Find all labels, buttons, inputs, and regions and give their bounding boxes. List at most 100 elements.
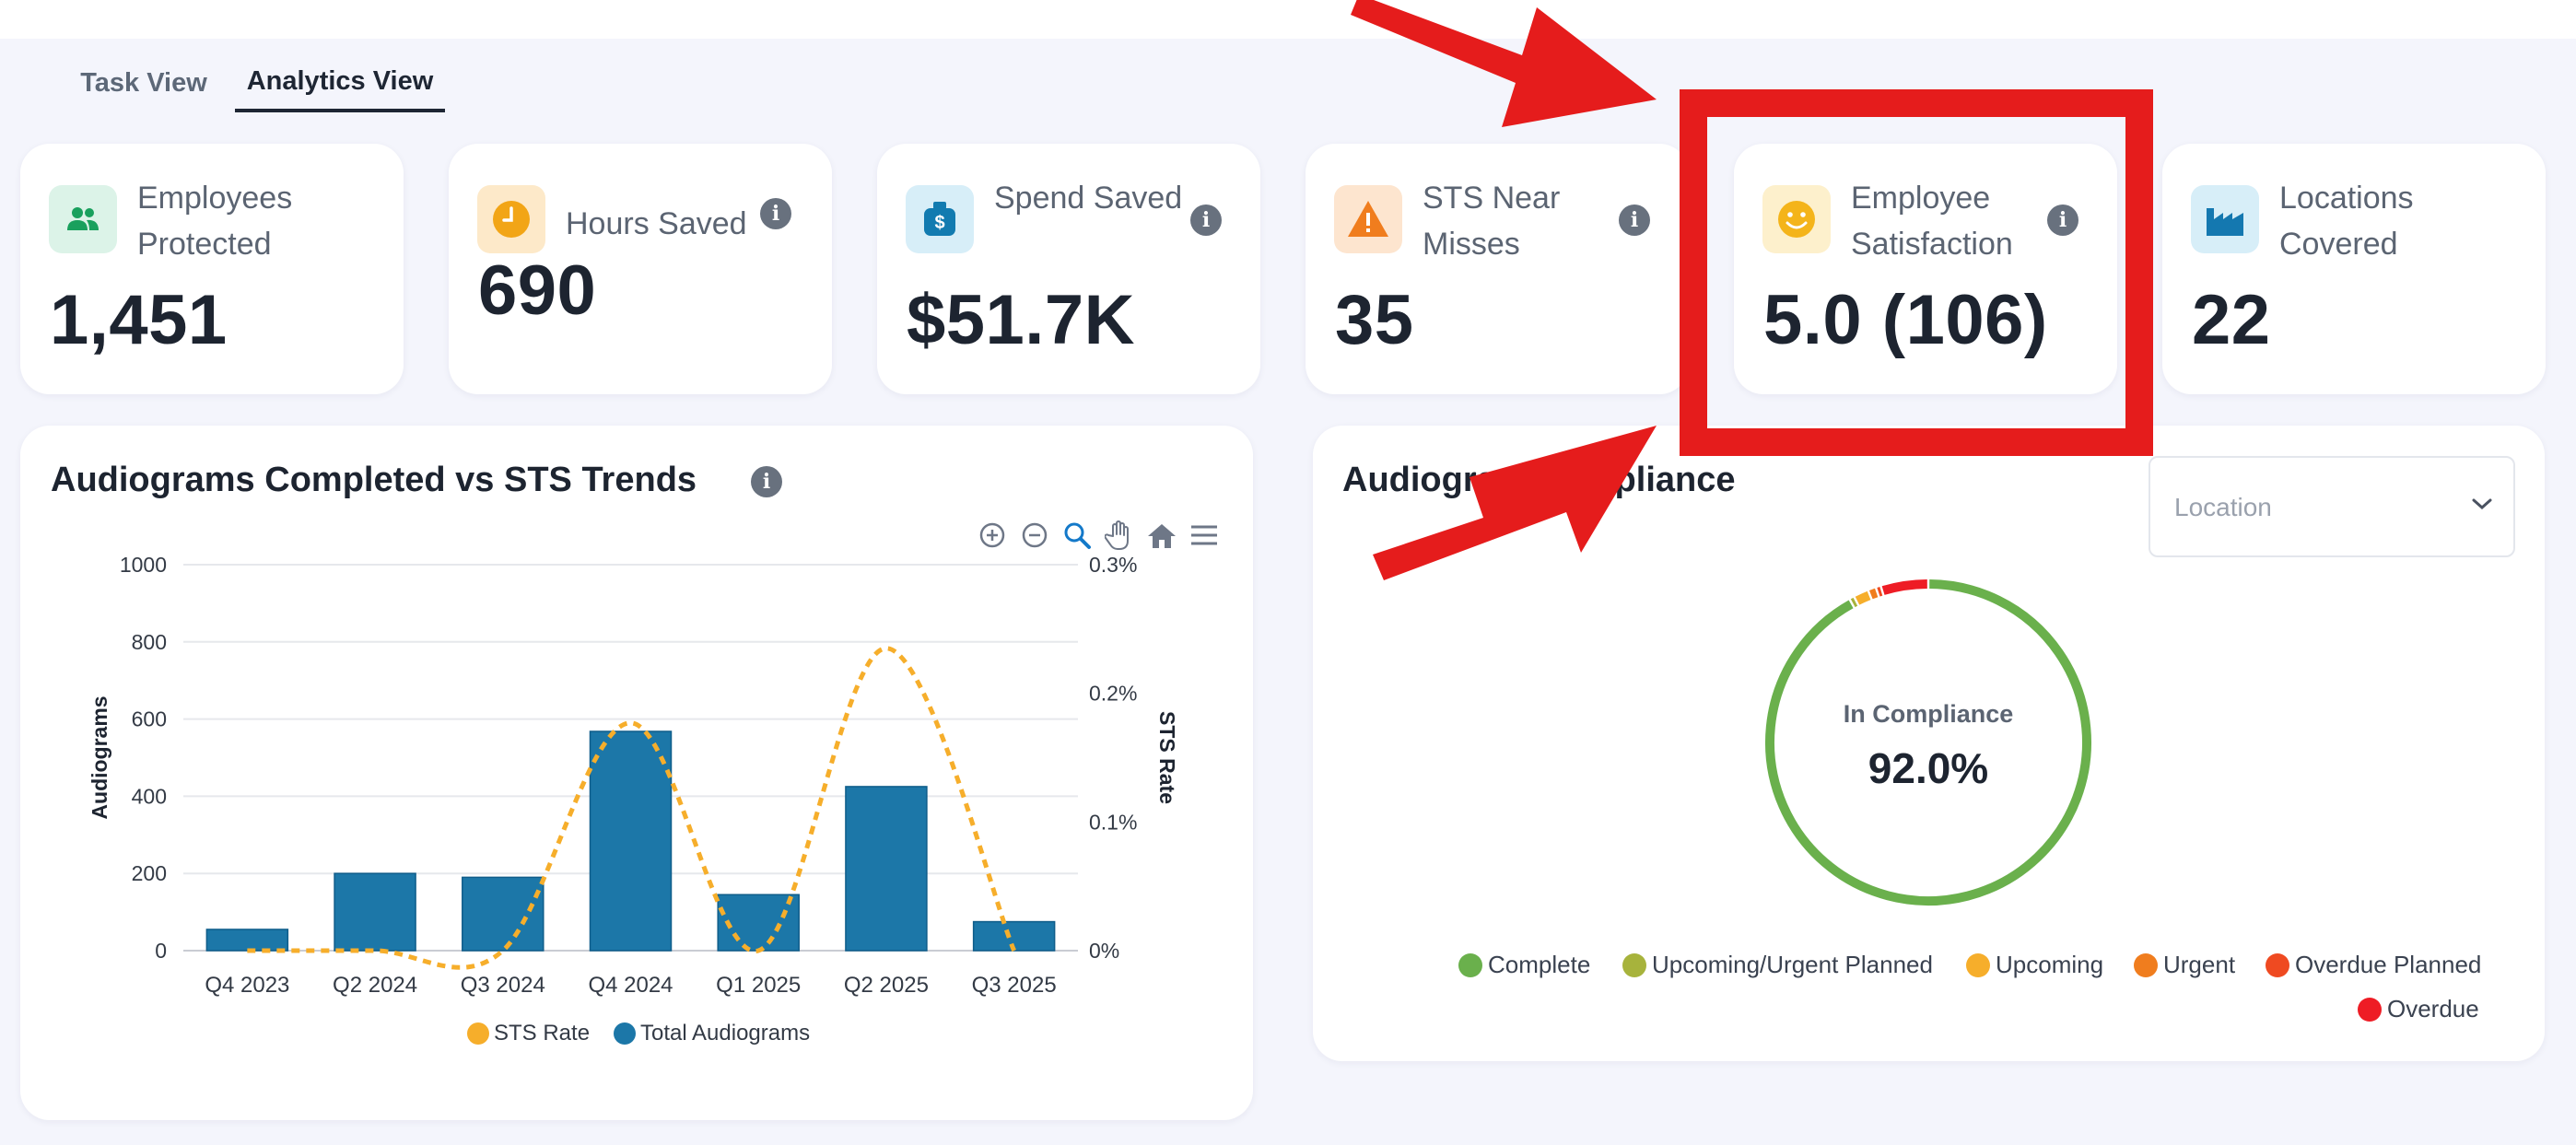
chevron-down-icon <box>2471 497 2493 516</box>
legend-item-complete[interactable]: Complete <box>1458 951 1590 979</box>
kpi-title: Locations Covered <box>2279 181 2414 262</box>
y-tick-label: 600 <box>132 707 167 731</box>
audiograms-chart-card: Audiograms Completed vs STS Trends i 0 20… <box>20 426 1253 1120</box>
tab-task-view[interactable]: Task View <box>80 67 207 98</box>
y-tick-label: 0 <box>155 939 167 963</box>
legend-label: STS Rate <box>494 1021 590 1046</box>
smiley-icon <box>1762 185 1831 253</box>
legend-swatch <box>467 1022 489 1045</box>
chart-title: Audiograms Completed vs STS Trends <box>51 461 697 499</box>
legend-swatch <box>1458 952 1482 977</box>
kpi-card-hours-saved: Hours Saved i 690 <box>449 144 832 394</box>
kpi-title: STS Near Misses <box>1423 181 1561 262</box>
x-tick-label: Q4 2023 <box>205 973 289 998</box>
clock-icon <box>477 185 545 253</box>
y2-axis-title: STS Rate <box>1155 711 1179 804</box>
zoom-out-icon[interactable] <box>1017 518 1052 553</box>
legend-swatch <box>614 1022 636 1045</box>
bar <box>334 872 416 952</box>
y-tick-label: 800 <box>132 630 167 654</box>
kpi-value: 1,451 <box>50 281 228 359</box>
compliance-title: Audiogram Compliance <box>1342 461 1736 499</box>
y-tick-label: 1000 <box>120 553 167 577</box>
menu-icon[interactable] <box>1187 518 1222 553</box>
info-icon[interactable]: i <box>760 198 791 229</box>
location-select[interactable]: Location <box>2149 456 2515 557</box>
legend-item-upcoming-urgent-planned[interactable]: Upcoming/Urgent Planned <box>1622 951 1933 979</box>
bar <box>205 929 289 952</box>
legend-label: Complete <box>1488 951 1591 978</box>
kpi-value: $51.7K <box>907 281 1136 359</box>
home-icon[interactable] <box>1144 518 1179 553</box>
kpi-title: Employees Protected <box>137 181 293 262</box>
tab-analytics-view[interactable]: Analytics View <box>235 53 445 112</box>
svg-text:$: $ <box>934 213 944 233</box>
y2-tick-label: 0.3% <box>1089 553 1137 577</box>
warning-icon <box>1334 185 1402 253</box>
donut-segment <box>1877 587 1883 597</box>
x-tick-label: Q1 2025 <box>716 973 801 998</box>
legend-item-overdue[interactable]: Overdue <box>2358 995 2479 1023</box>
x-tick-label: Q2 2025 <box>844 973 929 998</box>
compliance-donut <box>1765 579 2091 905</box>
pan-hand-icon[interactable] <box>1102 518 1137 553</box>
legend-item-upcoming[interactable]: Upcoming <box>1966 951 2103 979</box>
bar <box>589 730 673 952</box>
y-axis-title: Audiograms <box>88 695 111 819</box>
info-icon[interactable]: i <box>2047 204 2078 236</box>
location-placeholder: Location <box>2174 493 2272 521</box>
y2-tick-label: 0% <box>1089 939 1119 963</box>
legend-swatch <box>2266 952 2289 977</box>
legend-swatch <box>2134 952 2158 977</box>
kpi-value: 22 <box>2192 281 2271 359</box>
y-tick-label: 400 <box>132 784 167 808</box>
kpi-title: Spend Saved <box>994 181 1183 216</box>
factory-icon <box>2191 185 2259 253</box>
kpi-card-employees-protected: Employees Protected 1,451 <box>20 144 404 394</box>
people-icon <box>49 185 117 253</box>
legend-item-overdue-planned[interactable]: Overdue Planned <box>2266 951 2481 979</box>
legend-item-urgent[interactable]: Urgent <box>2134 951 2235 979</box>
x-tick-label: Q4 2024 <box>588 973 673 998</box>
kpi-card-locations-covered: Locations Covered 22 <box>2162 144 2546 394</box>
kpi-value: 5.0 (106) <box>1763 281 2048 359</box>
legend-label: Overdue <box>2387 995 2479 1022</box>
compliance-center-label: In Compliance <box>1843 700 2014 728</box>
legend-label: Urgent <box>2163 951 2236 978</box>
magnifier-icon[interactable] <box>1060 518 1095 553</box>
x-tick-label: Q3 2024 <box>461 973 545 998</box>
donut-segment <box>1868 588 1879 600</box>
kpi-value: 35 <box>1335 281 1414 359</box>
audiograms-sts-chart: 0 200 400 600 800 1000 0% 0.1% 0.2% 0.3% Audiogram… <box>88 553 1179 1046</box>
compliance-card: Audiogram Compliance Location In Complia… <box>1313 426 2545 1061</box>
money-bag-icon: $ <box>906 185 974 253</box>
legend-label: Upcoming <box>1996 951 2104 978</box>
legend-label: Total Audiograms <box>640 1021 810 1046</box>
donut-segment <box>1765 579 2091 905</box>
legend-swatch <box>1966 952 1990 977</box>
x-tick-label: Q2 2024 <box>333 973 417 998</box>
legend-label: Upcoming/Urgent Planned <box>1652 951 1933 978</box>
compliance-center-value: 92.0% <box>1868 744 1989 792</box>
y-tick-label: 200 <box>132 861 167 885</box>
sts-rate-line <box>247 646 1016 970</box>
bar <box>462 876 544 952</box>
kpi-title: Employee Satisfaction <box>1851 181 2013 262</box>
donut-segment <box>1881 579 1927 595</box>
kpi-card-employee-satisfaction: Employee Satisfaction i 5.0 (106) <box>1734 144 2117 394</box>
kpi-title: Hours Saved <box>566 206 747 241</box>
zoom-in-icon[interactable] <box>975 518 1010 553</box>
kpi-value: 690 <box>478 251 597 330</box>
top-bar <box>0 0 2576 39</box>
chart-toolbar <box>975 518 1222 553</box>
y2-tick-label: 0.1% <box>1089 810 1137 834</box>
legend-swatch <box>2358 997 2382 1022</box>
y2-tick-label: 0.2% <box>1089 682 1137 706</box>
x-tick-label: Q3 2025 <box>972 973 1057 998</box>
legend-label: Overdue Planned <box>2295 951 2482 978</box>
kpi-card-spend-saved: $ Spend Saved i $51.7K <box>877 144 1260 394</box>
info-icon[interactable]: i <box>1190 204 1222 236</box>
info-icon[interactable]: i <box>1619 204 1650 236</box>
legend-swatch <box>1622 952 1646 977</box>
info-icon[interactable]: i <box>751 466 782 497</box>
